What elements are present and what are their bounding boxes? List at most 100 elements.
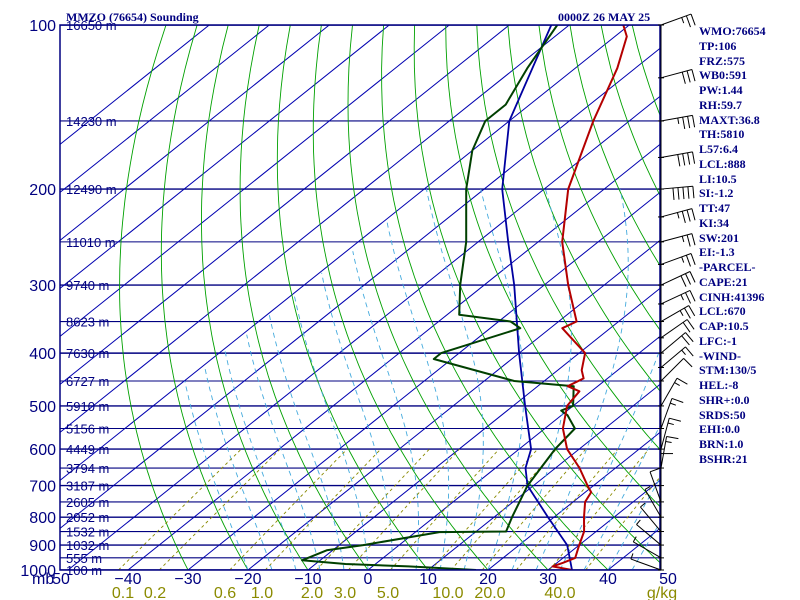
wind-barb-flag	[682, 117, 686, 130]
wind-barb	[649, 471, 662, 503]
indices-panel: WMO:76654 TP:106 FRZ:575 WB0:591 PW:1.44 RH:5…	[699, 24, 799, 467]
wind-barb-flag	[681, 211, 686, 223]
wind-barb-flag	[669, 417, 682, 422]
mixing-ratio-label: 3.0	[334, 585, 356, 600]
wind-barb-flag	[682, 153, 686, 166]
index-item: BSHR:21	[699, 451, 748, 466]
height-label: 6727 m	[66, 374, 109, 389]
wind-barb-flag	[685, 273, 691, 285]
temperature-tick-label: −40	[114, 571, 141, 588]
isotherm-line	[60, 25, 570, 434]
dry-adiabat	[347, 25, 549, 570]
wind-barb	[660, 13, 692, 26]
pressure-tick-label: 400	[29, 346, 56, 363]
wind-barb-flag	[680, 294, 684, 301]
mixing-ratio-line	[430, 448, 538, 570]
height-label: 4449 m	[66, 442, 109, 457]
plot-frame	[59, 24, 661, 571]
dry-adiabat	[476, 25, 660, 451]
mixing-ratio-line	[450, 448, 557, 570]
mixing-ratio-line	[229, 448, 348, 570]
wind-barb-flag	[687, 116, 691, 129]
index-item: -PARCEL-	[699, 260, 756, 274]
temperature-tick-label: −10	[294, 571, 321, 588]
mixing-ratio-label: 5.0	[377, 585, 399, 600]
isotherm-line	[427, 383, 660, 570]
index-item: FRZ:575	[699, 53, 745, 68]
mixing-ratio-label: 0.1	[112, 585, 134, 600]
mixing-ratio-label: 0.6	[214, 585, 236, 600]
chart-title-time: 0000Z 26 MAY 25	[558, 10, 650, 24]
dry-adiabat	[119, 25, 189, 570]
temperature-tick-label: 40	[599, 571, 617, 588]
wind-barb	[660, 305, 689, 322]
pressure-tick-label: 700	[29, 479, 56, 496]
pressure-tick-label: 300	[29, 278, 56, 295]
wind-barb-flag	[676, 212, 680, 219]
height-label: 2052 m	[66, 510, 109, 525]
mixing-ratio-line	[585, 476, 660, 570]
dry-adiabat	[445, 25, 660, 508]
wind-barb	[660, 69, 693, 79]
wind-barb-flag	[677, 117, 680, 125]
temperature-tick-label: 30	[539, 571, 557, 588]
dry-adiabat	[569, 25, 660, 267]
height-label: 14230 m	[66, 114, 117, 129]
index-item: SHR+:0.0	[699, 392, 750, 407]
index-item: KI:34	[699, 215, 729, 230]
mixing-ratio-label: 2.0	[301, 585, 323, 600]
wind-barb-flag	[692, 186, 695, 199]
isotherm-line	[307, 287, 660, 570]
wind-barb-flag	[689, 290, 696, 302]
isotherm-line	[187, 191, 660, 570]
index-item: LFC:-1	[699, 333, 737, 348]
wind-barb	[660, 208, 693, 218]
index-item: WMO:76654	[699, 24, 766, 38]
wind-barb-flag	[685, 15, 691, 28]
isotherm-line	[60, 25, 390, 290]
mixing-ratio-label: 40.0	[544, 585, 575, 600]
chart-title-station: MMZO (76654) Sounding	[66, 10, 199, 24]
height-label: 3794 m	[66, 461, 109, 476]
moist-adiabat	[246, 334, 321, 570]
index-item: LCL:888	[699, 156, 746, 171]
wind-barb-flag	[649, 467, 662, 473]
wind-barb-flag	[681, 256, 685, 263]
index-item: -WIND-	[699, 348, 741, 363]
wind-barb-flag	[677, 154, 681, 167]
index-item: WB0:591	[699, 68, 747, 83]
dry-adiabat	[413, 25, 660, 564]
isotherm-line	[247, 239, 660, 570]
wind-barb	[636, 524, 662, 546]
index-item: TP:106	[699, 38, 737, 53]
wind-barb-flag	[666, 436, 679, 440]
wind-barb	[660, 185, 693, 190]
isotherm-line	[60, 25, 270, 194]
wind-barb-flag	[680, 275, 687, 287]
wind-barb	[644, 489, 662, 518]
isotherm-line	[60, 25, 450, 338]
index-item: SW:201	[699, 230, 740, 245]
mixing-ratio-line	[549, 448, 650, 570]
isotherm-line	[487, 431, 660, 570]
index-item: BRN:1.0	[699, 437, 744, 451]
wind-barb-flag	[636, 519, 641, 525]
height-label: 5910 m	[66, 399, 109, 414]
temperature-tick-label: −20	[234, 571, 261, 588]
height-label: 1532 m	[66, 525, 109, 540]
index-item: CAPE:21	[699, 274, 748, 289]
pressure-tick-label: 1000	[20, 563, 56, 580]
wind-barb-flag	[681, 17, 685, 24]
height-label: 555 m	[66, 551, 102, 566]
wind-barb-flag	[670, 402, 677, 406]
index-item: EHI:0.0	[699, 422, 741, 437]
isotherm-line	[67, 95, 660, 570]
wind-barb-flag	[687, 186, 690, 199]
mixing-ratio-line	[389, 448, 500, 570]
wind-barb-flag	[679, 310, 684, 316]
wind-barb-flag	[685, 346, 694, 357]
wind-barb-flag	[692, 115, 696, 128]
wind-barb-flag	[685, 292, 691, 304]
wind-barb-flag	[667, 422, 674, 426]
